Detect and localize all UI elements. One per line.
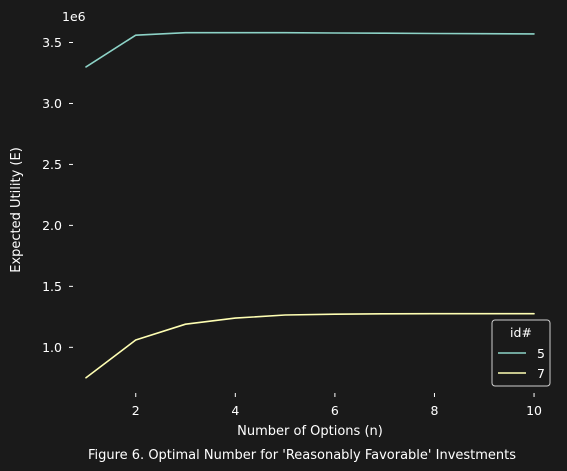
y-axis-scale-label: 1e6 xyxy=(62,9,86,24)
x-tick-label: 2 xyxy=(132,403,140,418)
y-axis-label: Expected Utility (E) xyxy=(9,147,24,273)
legend-label-7: 7 xyxy=(537,366,545,381)
y-axis: 1.0 1.5 2.0 2.5 3.0 3.5 xyxy=(42,35,73,355)
legend-label-5: 5 xyxy=(537,346,545,361)
y-tick-label: 2.0 xyxy=(42,218,62,233)
y-tick-label: 2.5 xyxy=(42,157,62,172)
y-tick-label: 1.0 xyxy=(42,340,62,355)
plot-area xyxy=(85,31,535,379)
legend: id# 5 7 xyxy=(491,319,551,387)
figure-caption: Figure 6. Optimal Number for 'Reasonably… xyxy=(88,448,516,463)
x-tick-label: 4 xyxy=(231,403,239,418)
series-line-7 xyxy=(85,312,535,379)
y-tick-label: 3.0 xyxy=(42,96,62,111)
x-axis-label: Number of Options (n) xyxy=(237,424,383,439)
series-line-5 xyxy=(85,31,535,68)
x-tick-label: 10 xyxy=(526,403,542,418)
x-tick-label: 6 xyxy=(331,403,339,418)
x-axis: 2 4 6 8 10 xyxy=(132,393,542,418)
y-tick-label: 3.5 xyxy=(42,35,62,50)
x-tick-label: 8 xyxy=(430,403,438,418)
y-tick-label: 1.5 xyxy=(42,279,62,294)
legend-title: id# xyxy=(510,325,532,340)
